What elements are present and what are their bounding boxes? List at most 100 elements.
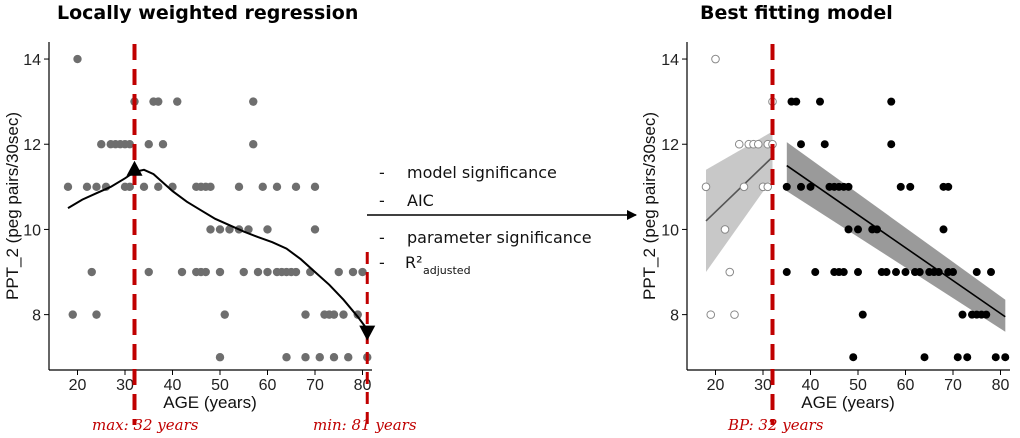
- data-point-before: [753, 139, 763, 149]
- data-point: [353, 310, 362, 319]
- criterion-aic: AIC: [407, 191, 434, 210]
- data-point: [225, 225, 234, 234]
- data-point-after: [901, 268, 910, 277]
- x-tick-label: 50: [849, 377, 867, 394]
- fit-line-before-breakpoint: [705, 156, 774, 222]
- data-point-after: [991, 353, 1000, 362]
- data-point-before: [763, 182, 773, 192]
- data-point-after: [820, 140, 829, 149]
- data-point: [139, 182, 149, 192]
- x-tick-label: 40: [164, 377, 182, 394]
- data-point: [206, 225, 215, 234]
- data-point: [310, 182, 320, 192]
- data-point: [344, 353, 353, 362]
- loess-curve: [67, 168, 369, 331]
- x-tick-label: 80: [992, 377, 1010, 394]
- data-point-before: [734, 139, 744, 149]
- criteria-dash-1: -: [379, 163, 385, 182]
- data-point-before: [706, 310, 716, 319]
- left-y-axis-label: PPT_2 (peg pairs/30sec): [3, 112, 22, 300]
- data-point-after: [858, 310, 867, 319]
- x-tick-label: 60: [897, 377, 915, 394]
- y-tick-label: 14: [661, 52, 679, 69]
- data-point: [272, 182, 282, 192]
- data-point: [310, 225, 320, 234]
- data-point: [249, 97, 258, 106]
- data-point: [244, 225, 253, 234]
- data-point: [258, 182, 267, 192]
- data-point-after: [934, 268, 943, 277]
- data-point: [263, 267, 272, 277]
- data-point: [177, 267, 187, 277]
- data-point-after: [939, 225, 948, 234]
- data-point: [253, 267, 263, 277]
- data-point: [215, 353, 225, 362]
- data-point: [329, 353, 339, 362]
- data-point-after: [844, 225, 853, 234]
- data-point-after: [982, 310, 991, 319]
- data-point: [82, 182, 92, 192]
- data-point-before: [739, 182, 749, 192]
- data-point-after: [811, 268, 820, 277]
- data-point-after: [782, 182, 791, 191]
- y-tick-label: 14: [23, 52, 41, 69]
- data-point-after: [963, 353, 972, 362]
- data-point-after: [816, 97, 824, 106]
- data-point: [92, 182, 101, 192]
- data-point-after: [887, 140, 896, 149]
- data-point-after: [896, 182, 905, 191]
- data-point-after: [797, 140, 805, 149]
- data-point: [68, 310, 77, 319]
- data-point-after: [792, 97, 801, 106]
- minimum-marker: [359, 325, 376, 341]
- data-point: [125, 140, 134, 149]
- data-point-before: [711, 54, 720, 64]
- data-point-after: [1001, 353, 1010, 362]
- criteria-dash-4: -: [379, 253, 385, 272]
- max-note: max: 32 years: [92, 416, 199, 434]
- x-tick-label: 40: [802, 377, 820, 394]
- y-tick-label: 10: [661, 222, 679, 239]
- data-point: [201, 267, 210, 277]
- data-point-before: [701, 182, 711, 192]
- data-point-after: [806, 182, 815, 191]
- data-point-after: [972, 268, 981, 277]
- criteria-dash-2: -: [379, 191, 385, 210]
- data-point-after: [987, 268, 995, 277]
- y-tick-label: 12: [661, 137, 679, 154]
- data-point: [97, 140, 106, 149]
- data-point: [73, 54, 82, 64]
- data-point: [301, 310, 310, 319]
- x-tick-label: 50: [211, 377, 229, 394]
- data-point: [154, 97, 163, 106]
- data-point: [63, 182, 73, 192]
- data-point-after: [849, 353, 858, 362]
- right-plot: 20 30 40 50 60 70 80 8 10 12 14: [661, 42, 1010, 425]
- data-point: [291, 182, 301, 192]
- right-x-axis-label: AGE (years): [801, 393, 895, 412]
- data-point: [334, 267, 343, 277]
- data-point: [348, 267, 358, 277]
- data-point-after: [839, 268, 848, 277]
- data-point: [329, 310, 339, 319]
- ci-band-before-breakpoint: [706, 131, 773, 272]
- data-point: [249, 140, 258, 149]
- x-tick-label: 20: [69, 377, 87, 394]
- data-point-after: [782, 268, 791, 277]
- data-point-after: [892, 268, 900, 277]
- data-point-after: [920, 353, 929, 362]
- criterion-r2-subscript: adjusted: [423, 264, 471, 277]
- data-point: [206, 182, 215, 192]
- left-panel-title: Locally weighted regression: [57, 2, 358, 24]
- min-note: min: 81 years: [313, 416, 417, 434]
- data-point: [125, 182, 134, 192]
- fit-line-after-breakpoint: [786, 164, 1006, 318]
- data-point: [263, 225, 272, 234]
- data-point: [215, 225, 225, 234]
- data-point-after: [882, 268, 891, 277]
- left-x-axis-label: AGE (years): [163, 393, 257, 412]
- data-point-after: [854, 225, 862, 234]
- data-point-after: [797, 182, 805, 191]
- data-point-before: [720, 225, 730, 234]
